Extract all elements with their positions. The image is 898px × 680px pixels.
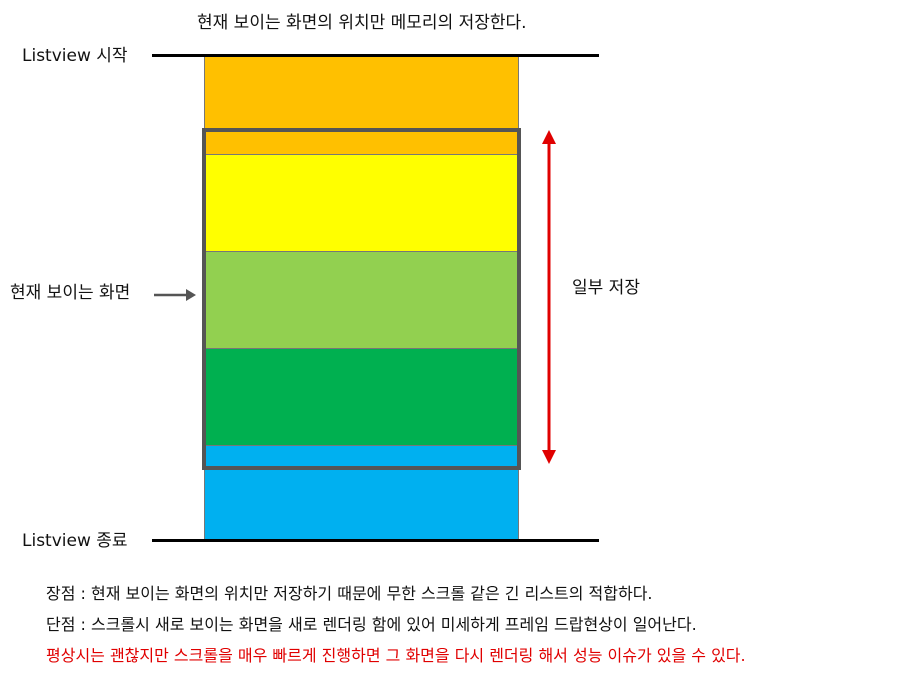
partial-save-label: 일부 저장 <box>572 278 640 298</box>
list-item-blue <box>204 445 519 540</box>
visible-screen-label: 현재 보이는 화면 <box>10 283 131 303</box>
list-item-light-green <box>204 251 517 349</box>
partial-save-double-arrow-icon <box>542 130 556 464</box>
note-pro: 장점 : 현재 보이는 화면의 위치만 저장하기 때문에 무한 스크롤 같은 긴… <box>46 584 653 603</box>
visible-screen-arrow-icon <box>154 289 196 301</box>
diagram-title: 현재 보이는 화면의 위치만 메모리의 저장한다. <box>197 13 527 33</box>
list-item-orange <box>204 57 519 154</box>
listview-end-label: Listview 종료 <box>22 531 128 551</box>
listview-start-label: Listview 시작 <box>22 46 128 66</box>
list-item-green <box>204 348 517 446</box>
visible-viewport-frame <box>202 128 521 470</box>
note-warning: 평상시는 괜찮지만 스크롤을 매우 빠르게 진행하면 그 화면을 다시 렌더링 … <box>46 646 746 665</box>
note-con: 단점 : 스크롤시 새로 보이는 화면을 새로 렌더링 함에 있어 미세하게 프… <box>46 615 697 634</box>
listview-start-line <box>152 54 599 57</box>
listview-end-line <box>152 539 599 542</box>
list-item-yellow <box>204 154 517 252</box>
